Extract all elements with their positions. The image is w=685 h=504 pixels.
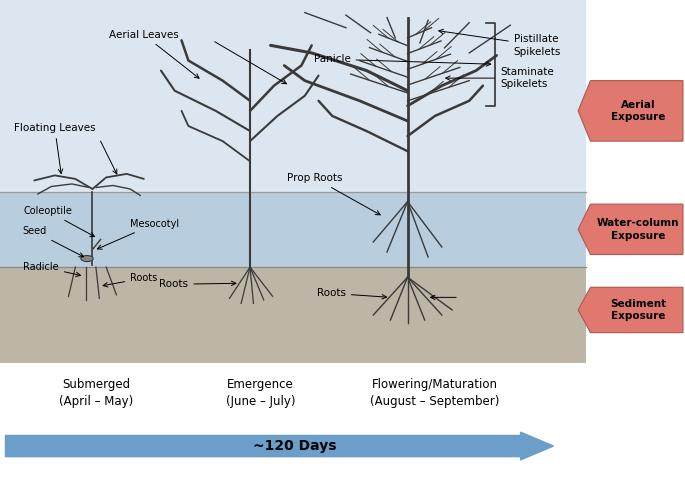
- Ellipse shape: [81, 256, 93, 262]
- Text: Roots: Roots: [317, 288, 386, 299]
- Text: Sediment
Exposure: Sediment Exposure: [610, 299, 666, 321]
- FancyArrow shape: [5, 432, 553, 460]
- Text: Aerial Leaves: Aerial Leaves: [109, 30, 199, 78]
- Text: Seed: Seed: [22, 226, 84, 257]
- Text: Aerial
Exposure: Aerial Exposure: [611, 100, 665, 122]
- Text: Submerged
(April – May): Submerged (April – May): [59, 378, 133, 408]
- Bar: [0, 192, 586, 267]
- Polygon shape: [578, 204, 683, 255]
- Text: Prop Roots: Prop Roots: [287, 173, 380, 215]
- Text: Panicle: Panicle: [314, 54, 490, 66]
- Text: Water-column
Exposure: Water-column Exposure: [597, 218, 680, 240]
- Text: Roots: Roots: [103, 273, 158, 287]
- Bar: [0, 0, 586, 192]
- Text: Coleoptile: Coleoptile: [23, 206, 95, 236]
- Polygon shape: [578, 287, 683, 333]
- Text: Radicle: Radicle: [23, 262, 80, 277]
- Text: Emergence
(June – July): Emergence (June – July): [225, 378, 295, 408]
- Text: Floating Leaves: Floating Leaves: [14, 123, 96, 173]
- Polygon shape: [578, 81, 683, 141]
- Text: Staminate
Spikelets: Staminate Spikelets: [446, 67, 553, 89]
- Bar: [0, 267, 586, 363]
- Text: ~120 Days: ~120 Days: [253, 439, 336, 453]
- Text: Pistillate
Spikelets: Pistillate Spikelets: [439, 29, 561, 56]
- Text: Roots: Roots: [160, 279, 236, 289]
- Text: Flowering/Maturation
(August – September): Flowering/Maturation (August – September…: [371, 378, 499, 408]
- Text: Mesocotyl: Mesocotyl: [97, 219, 179, 249]
